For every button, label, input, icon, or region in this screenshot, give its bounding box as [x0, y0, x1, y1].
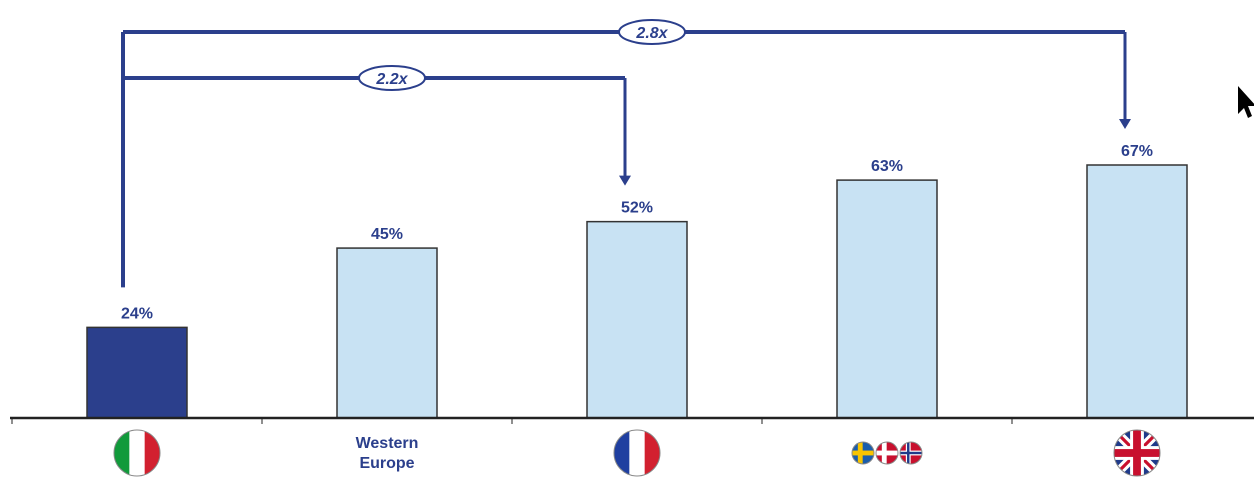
value-label-2: 45%	[371, 226, 403, 243]
category-label-2-line-2: Europe	[359, 455, 414, 472]
category-labels: Western Europe	[113, 429, 1161, 477]
ratio-annotations: 2.2x 2.8x	[121, 19, 1131, 288]
uk-flag-icon	[1113, 429, 1161, 477]
arrow-head-icon	[1119, 119, 1131, 129]
bars-group: 24% 45% 52% 63% 67%	[86, 143, 1188, 419]
value-label-5: 67%	[1121, 143, 1153, 160]
bar-1	[86, 326, 188, 419]
value-label-1: 24%	[121, 305, 153, 322]
norway-flag-icon	[899, 441, 923, 465]
bar-4	[836, 179, 938, 419]
ratio-label-2: 2.8x	[635, 25, 668, 42]
france-flag-icon	[613, 429, 661, 477]
bar-3	[586, 220, 688, 419]
bar-5	[1086, 164, 1188, 419]
arrow-head-icon	[619, 175, 631, 186]
ratio-label-1: 2.2x	[375, 71, 408, 88]
category-label-2-line-1: Western	[356, 435, 419, 452]
italy-flag-icon	[113, 429, 161, 477]
x-axis-ticks	[11, 418, 1013, 424]
value-label-3: 52%	[621, 200, 653, 217]
sweden-flag-icon	[851, 441, 875, 465]
ratio-bubble-2	[618, 19, 686, 45]
bar-2	[336, 247, 438, 419]
denmark-flag-icon	[875, 441, 899, 465]
mouse-pointer-icon	[1238, 86, 1254, 118]
value-label-4: 63%	[871, 158, 903, 175]
ratio-bubble-1	[358, 65, 426, 91]
